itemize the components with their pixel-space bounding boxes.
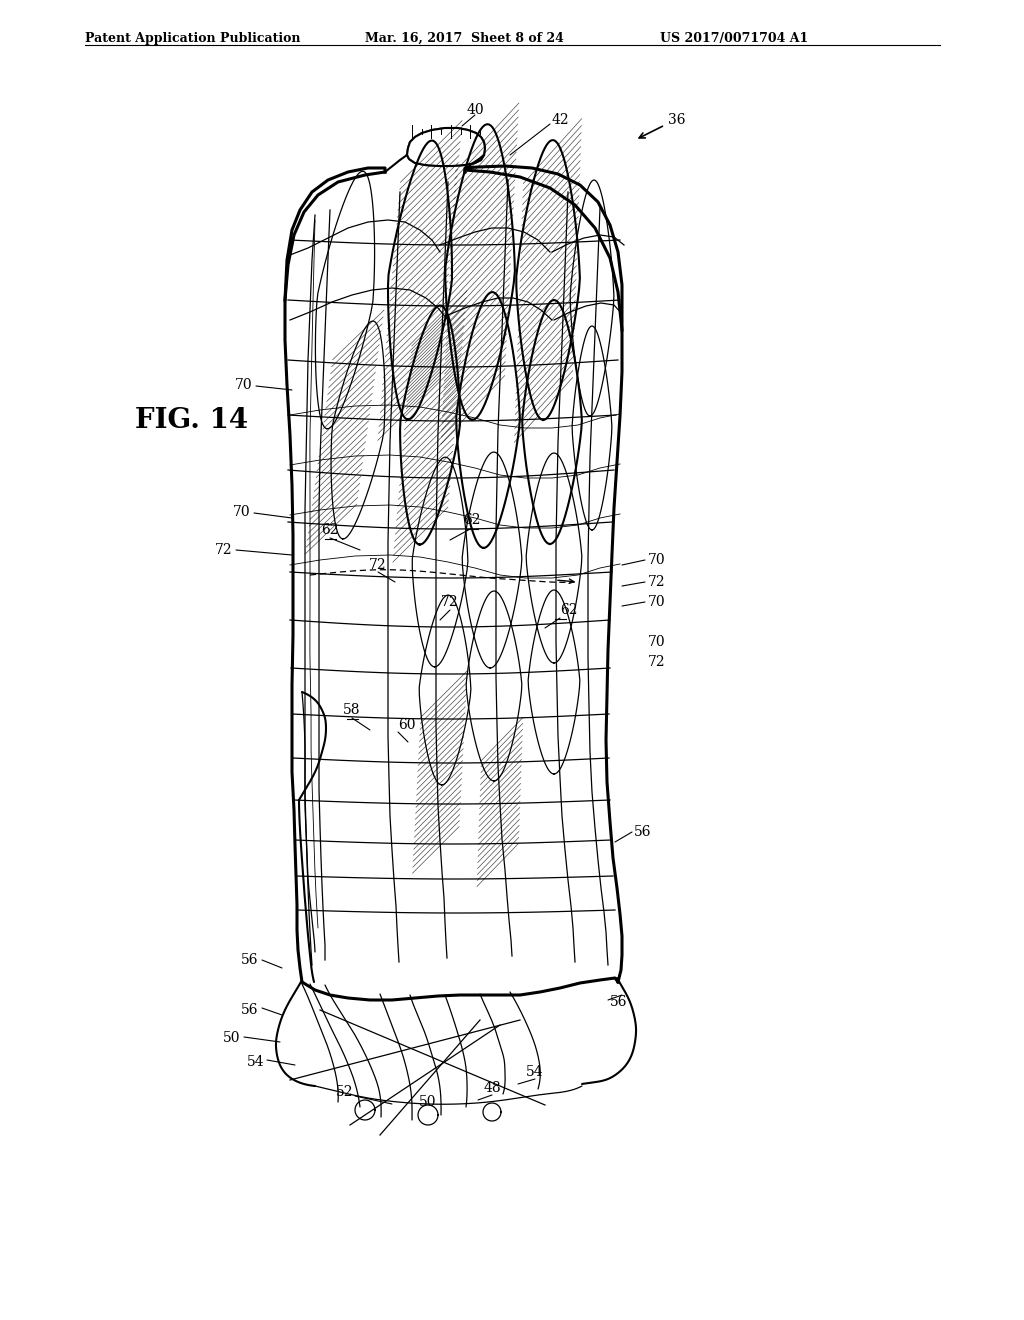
Text: 50: 50 [222, 1031, 240, 1045]
Text: 72: 72 [370, 558, 387, 572]
Text: 70: 70 [648, 635, 666, 649]
Text: 56: 56 [634, 825, 651, 840]
Text: 58: 58 [343, 704, 360, 717]
Text: 62: 62 [463, 513, 480, 527]
Text: 72: 72 [441, 595, 459, 609]
Text: 42: 42 [552, 114, 569, 127]
Text: Mar. 16, 2017  Sheet 8 of 24: Mar. 16, 2017 Sheet 8 of 24 [365, 32, 564, 45]
Text: 62: 62 [322, 523, 339, 537]
Text: 72: 72 [214, 543, 232, 557]
Text: 70: 70 [232, 506, 250, 519]
Text: 72: 72 [648, 576, 666, 589]
Text: 36: 36 [668, 114, 685, 127]
Text: 54: 54 [247, 1055, 264, 1069]
Text: US 2017/0071704 A1: US 2017/0071704 A1 [660, 32, 808, 45]
Text: 56: 56 [610, 995, 628, 1008]
Text: 50: 50 [419, 1096, 437, 1109]
Text: 70: 70 [648, 553, 666, 568]
Text: 62: 62 [560, 603, 578, 616]
Text: 60: 60 [398, 718, 416, 733]
Text: Patent Application Publication: Patent Application Publication [85, 32, 300, 45]
Text: 48: 48 [483, 1081, 501, 1096]
Text: 40: 40 [466, 103, 483, 117]
Polygon shape [407, 128, 485, 166]
Text: FIG. 14: FIG. 14 [135, 407, 248, 433]
Text: 56: 56 [241, 953, 258, 968]
Text: 56: 56 [241, 1003, 258, 1016]
Text: 54: 54 [526, 1065, 544, 1078]
Text: 70: 70 [234, 378, 252, 392]
Text: 70: 70 [648, 595, 666, 609]
Text: 72: 72 [648, 655, 666, 669]
Text: 52: 52 [336, 1085, 353, 1100]
